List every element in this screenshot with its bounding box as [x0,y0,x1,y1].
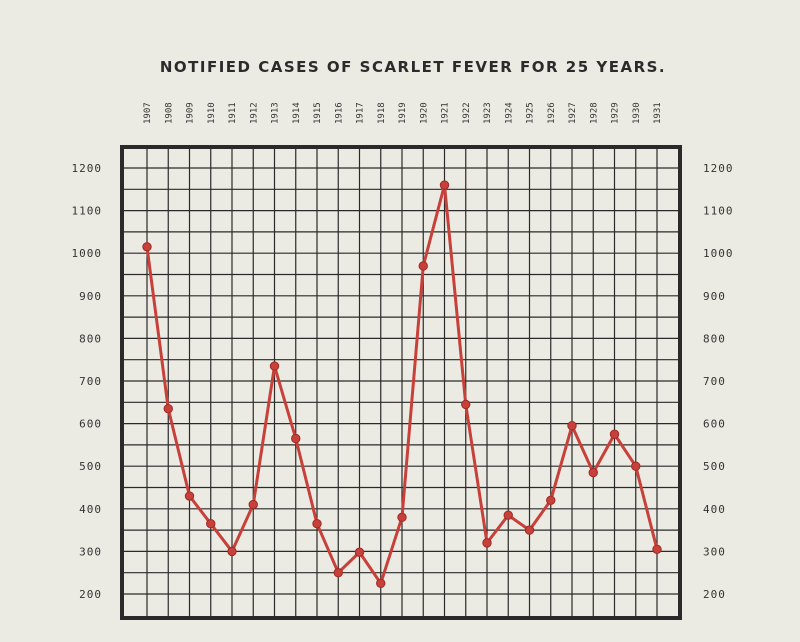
x-tick-label: 1927 [568,102,578,124]
data-point [567,421,577,431]
y-tick-label-right: 1000 [703,247,734,260]
x-tick-label: 1915 [313,102,323,124]
x-tick-label: 1918 [377,102,387,124]
x-tick-label: 1930 [632,102,642,124]
x-tick-label: 1913 [271,102,281,124]
x-axis-top: 1907 1908 1909 1910 1911 1912 1913 1914 1915 1916… [143,102,663,124]
data-series [142,180,662,589]
data-point [524,525,535,535]
y-tick-label-right: 600 [703,418,726,431]
y-tick-label-left: 1100 [72,205,103,218]
y-axis-right: 200 300 400 500 600 700 800 900 1000 1100 1200 [703,162,734,601]
y-tick-label-right: 200 [703,588,726,601]
y-tick-label-right: 400 [703,503,726,516]
x-tick-label: 1922 [462,102,472,124]
data-point [482,538,492,548]
data-point [461,399,471,410]
data-point [376,578,386,589]
data-point [609,429,620,439]
x-tick-label: 1910 [207,102,217,124]
y-tick-label-left: 300 [79,545,102,558]
x-tick-label: 1909 [186,102,196,124]
y-tick-label-left: 800 [79,332,102,345]
x-tick-label: 1926 [547,102,557,124]
x-tick-label: 1907 [143,102,153,124]
chart-title: NOTIFIED CASES OF SCARLET FEVER FOR 25 Y… [160,58,666,76]
y-tick-label-right: 700 [703,375,726,388]
x-tick-label: 1921 [441,102,451,124]
x-tick-label: 1924 [504,102,514,124]
x-tick-label: 1911 [228,102,238,124]
x-tick-label: 1920 [419,102,429,124]
x-tick-label: 1925 [526,102,536,124]
data-point [333,568,343,578]
x-tick-label: 1923 [483,102,493,124]
x-tick-label: 1908 [164,102,174,124]
y-tick-label-right: 1200 [703,162,734,175]
data-point [439,180,450,190]
data-point [227,546,237,557]
data-point [206,519,216,529]
data-point [248,499,258,510]
x-tick-label: 1919 [398,102,408,124]
x-tick-label: 1914 [292,102,302,124]
x-tick-label: 1912 [249,102,259,124]
data-point [142,242,152,252]
data-point [312,519,322,529]
y-tick-label-left: 400 [79,503,102,516]
data-point [184,491,195,501]
y-tick-label-left: 1200 [72,162,103,175]
data-point [291,433,301,444]
data-point [269,361,280,371]
y-tick-label-left: 900 [79,290,102,303]
data-point [397,512,407,523]
x-tick-label: 1931 [653,102,663,124]
y-axis-left: 200 300 400 500 600 700 800 900 1000 1100 1200 [72,162,103,601]
data-point [631,461,641,471]
y-tick-label-right: 500 [703,460,726,473]
y-tick-label-right: 800 [703,332,726,345]
chart-frame [120,145,682,620]
data-point [546,495,556,505]
y-tick-label-right: 1100 [703,205,734,218]
data-point [652,544,662,554]
y-tick-label-left: 200 [79,588,102,601]
y-tick-label-right: 900 [703,290,726,303]
y-tick-label-left: 700 [79,375,102,388]
x-tick-label: 1929 [611,102,621,124]
x-tick-label: 1916 [334,102,344,124]
data-point [588,467,598,478]
data-point [163,403,173,414]
y-tick-label-left: 600 [79,418,102,431]
grid [122,147,680,618]
data-point [354,547,365,557]
y-tick-label-left: 500 [79,460,102,473]
x-tick-label: 1928 [589,102,599,124]
data-point [418,261,428,271]
y-tick-label-right: 300 [703,545,726,558]
data-point [503,510,513,520]
x-tick-label: 1917 [356,102,366,124]
frame-border [120,145,682,620]
y-tick-label-left: 1000 [72,247,103,260]
